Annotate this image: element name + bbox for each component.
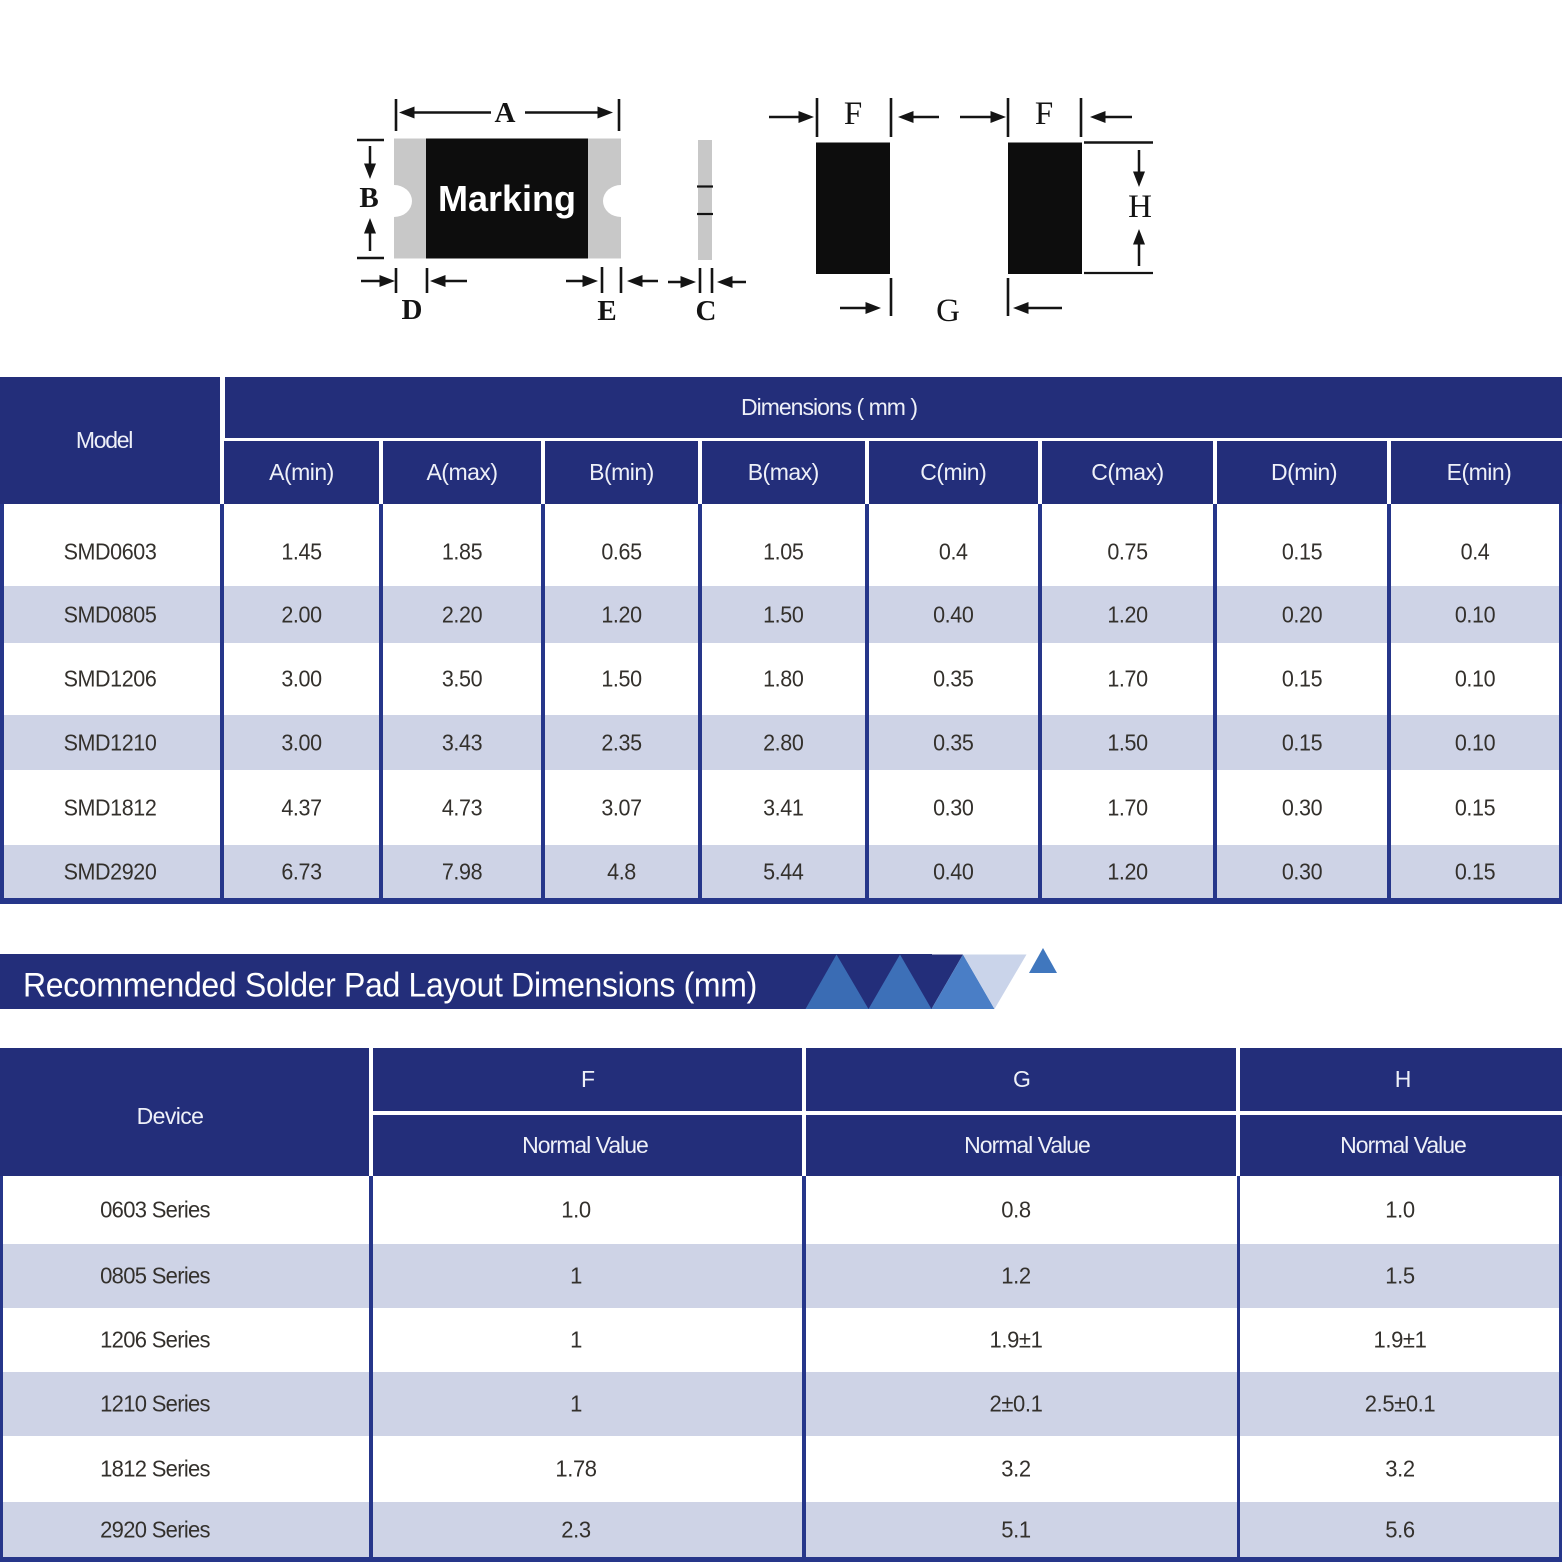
svg-text:G: G: [936, 293, 960, 329]
svg-text:D: D: [402, 294, 423, 326]
svg-text:A: A: [495, 97, 516, 129]
svg-text:F: F: [1035, 96, 1053, 132]
svg-text:H: H: [1128, 189, 1152, 225]
svg-text:C: C: [696, 295, 717, 327]
svg-text:E: E: [597, 295, 616, 327]
svg-text:Marking: Marking: [438, 178, 576, 219]
svg-text:B: B: [359, 182, 378, 214]
svg-text:F: F: [844, 96, 862, 132]
